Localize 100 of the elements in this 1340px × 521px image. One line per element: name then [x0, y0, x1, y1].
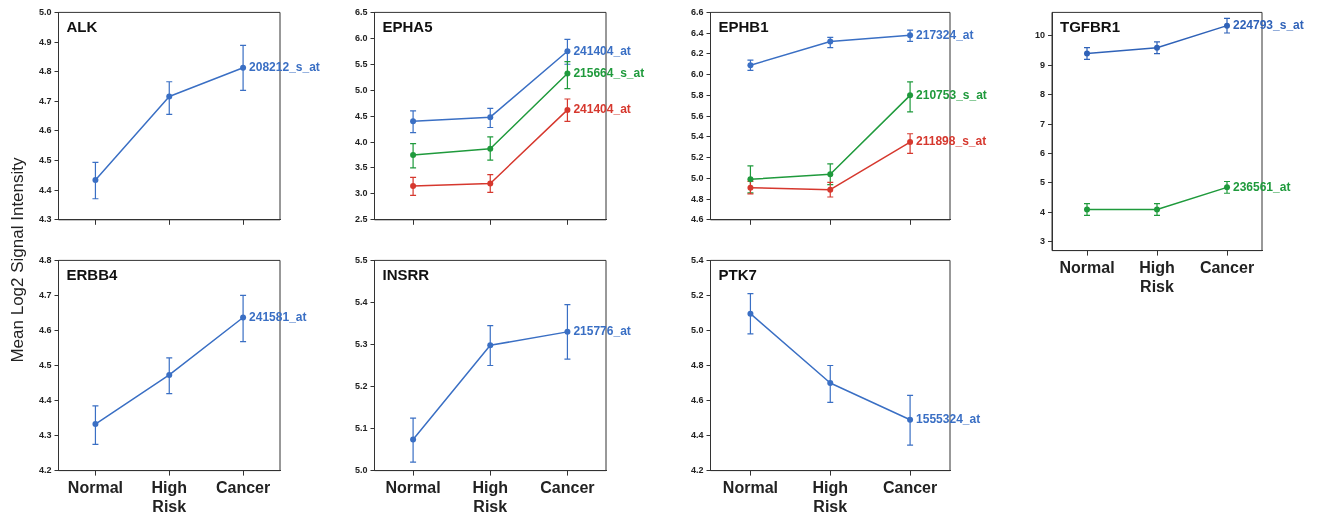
y-tick-label: 4.7 — [39, 95, 52, 106]
y-tick-label: 3 — [1040, 236, 1046, 247]
y-tick-label: 5.0 — [39, 6, 52, 17]
y-tick-label: 7 — [1040, 118, 1046, 129]
point — [1084, 50, 1091, 57]
point — [827, 171, 834, 178]
y-tick-label: 5.4 — [355, 296, 368, 307]
x-tick-label: Cancer — [1199, 258, 1255, 276]
y-tick-label: 4.3 — [39, 214, 52, 225]
x-tick-label: Normal — [67, 478, 123, 496]
point — [827, 186, 834, 193]
x-tick-label: High Risk — [151, 478, 188, 515]
series-label: 236561_at — [1233, 179, 1291, 194]
point — [240, 64, 247, 71]
y-tick-label: 4.8 — [691, 193, 704, 204]
point — [92, 421, 99, 428]
series-label: 210753_s_at — [916, 87, 987, 102]
point — [410, 436, 417, 443]
y-tick-label: 6.0 — [691, 69, 704, 80]
x-tick-label: Normal — [1059, 258, 1115, 276]
y-tick-label: 4.2 — [691, 465, 704, 476]
y-tick-label: 5.0 — [691, 324, 704, 335]
y-tick-label: 4.6 — [39, 125, 52, 136]
series-label: 241404_at — [573, 43, 631, 58]
x-tick-label: Cancer — [882, 478, 938, 496]
x-tick-label: High Risk — [812, 478, 849, 515]
y-tick-label: 5.1 — [355, 423, 368, 434]
point — [907, 32, 914, 39]
point — [564, 70, 571, 77]
point — [410, 151, 417, 158]
y-tick-label: 6.4 — [691, 27, 704, 38]
y-tick-label: 4.4 — [691, 430, 704, 441]
y-axis-title: Mean Log2 Signal Intensity — [8, 157, 28, 363]
point — [487, 114, 494, 121]
x-tick-label: Cancer — [215, 478, 271, 496]
series-label: 215776_at — [573, 324, 631, 339]
y-tick-label: 5.5 — [355, 58, 368, 69]
point — [487, 180, 494, 187]
y-tick-label: 4.0 — [355, 136, 368, 147]
point — [564, 106, 571, 113]
series-label: 208212_s_at — [249, 60, 320, 75]
x-tick-label: High Risk — [472, 478, 509, 515]
y-tick-label: 5.6 — [691, 110, 704, 121]
y-tick-label: 5.2 — [691, 152, 704, 163]
y-tick-label: 6.6 — [691, 6, 704, 17]
point — [92, 177, 99, 184]
chart-title: ERBB4 — [66, 266, 119, 284]
y-tick-label: 6.2 — [691, 48, 704, 59]
series-label: 211898_s_at — [916, 134, 987, 149]
y-tick-label: 4.8 — [691, 359, 704, 370]
point — [487, 145, 494, 152]
y-tick-label: 4.2 — [39, 465, 52, 476]
y-tick-label: 4.6 — [39, 324, 52, 335]
point — [410, 183, 417, 190]
y-tick-label: 4.7 — [39, 289, 52, 300]
point — [1084, 206, 1091, 213]
point — [1224, 184, 1230, 191]
y-tick-label: 4.4 — [39, 395, 52, 406]
y-tick-label: 6.0 — [355, 32, 368, 43]
point — [1154, 44, 1161, 51]
point — [166, 371, 173, 378]
y-tick-label: 2.5 — [355, 214, 368, 225]
point — [747, 184, 754, 191]
chart-title: EPHB1 — [718, 18, 769, 36]
chart-title: INSRR — [382, 266, 430, 284]
y-tick-label: 4.5 — [39, 155, 52, 166]
point — [166, 93, 173, 100]
x-tick-label: Normal — [385, 478, 441, 496]
y-tick-label: 4.3 — [39, 430, 52, 441]
y-tick-label: 4.6 — [691, 214, 704, 225]
point — [240, 314, 247, 321]
x-tick-label: Cancer — [540, 478, 595, 496]
y-tick-label: 5.8 — [691, 89, 704, 100]
y-tick-label: 5.2 — [691, 289, 704, 300]
y-tick-label: 5.2 — [355, 381, 368, 391]
y-tick-label: 6 — [1040, 148, 1046, 159]
point — [907, 92, 914, 99]
point — [907, 139, 914, 146]
y-tick-label: 5.4 — [691, 254, 704, 265]
y-tick-label: 4.4 — [39, 184, 52, 195]
y-tick-label: 3.0 — [355, 188, 368, 199]
point — [564, 328, 571, 335]
y-tick-label: 10 — [1035, 30, 1046, 41]
chart-title: ALK — [66, 18, 98, 36]
point — [827, 38, 834, 45]
series-label: 241581_at — [249, 309, 307, 324]
series-label: 1555324_at — [916, 412, 981, 427]
y-tick-label: 5 — [1040, 177, 1046, 188]
y-tick-label: 5.0 — [355, 84, 368, 95]
point — [747, 176, 754, 183]
y-tick-label: 5.3 — [355, 338, 368, 349]
chart-title: EPHA5 — [382, 18, 433, 36]
y-tick-label: 4.9 — [39, 36, 52, 47]
y-tick-label: 8 — [1040, 89, 1046, 100]
y-tick-label: 5.5 — [355, 254, 368, 265]
series-label: 241404_at — [573, 102, 631, 117]
series-label: 217324_at — [916, 27, 974, 42]
y-tick-label: 5.4 — [691, 131, 704, 142]
y-tick-label: 4.5 — [39, 359, 52, 370]
point — [564, 48, 571, 55]
